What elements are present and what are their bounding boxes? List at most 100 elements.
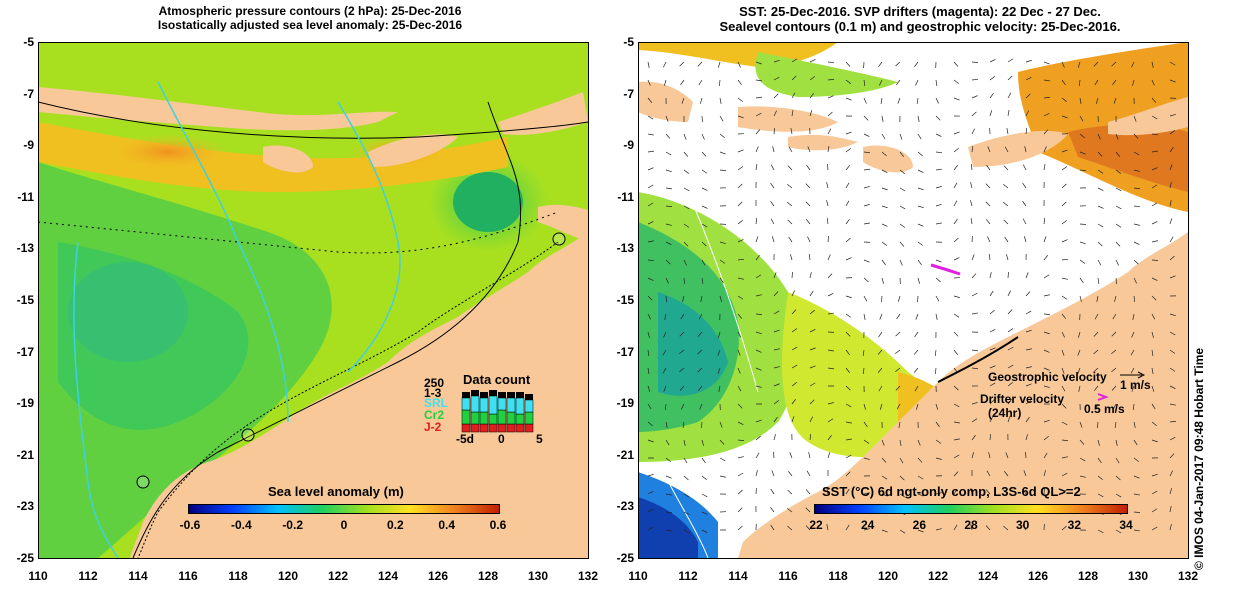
velocity-arrow [1061,183,1067,189]
velocity-arrow [863,222,870,225]
velocity-arrow [701,439,704,446]
velocity-arrow [1061,258,1069,261]
velocity-arrow [1007,75,1013,81]
velocity-arrow [805,525,811,531]
velocity-arrow [985,525,991,531]
velocity-arrow [680,79,685,86]
velocity-arrow [806,219,811,225]
velocity-arrow [1093,367,1099,373]
velocity-arrow [806,470,811,477]
velocity-arrow [863,115,869,121]
velocity-arrow [953,131,960,135]
velocity-arrow [1025,60,1032,63]
velocity-arrow [701,493,708,498]
velocity-arrow [1043,367,1050,371]
velocity-arrow [755,79,762,82]
velocity-arrow [773,127,775,135]
velocity-arrow [1133,187,1140,190]
velocity-arrow [737,115,744,119]
velocity-arrow [1130,349,1135,356]
velocity-arrow [917,151,923,157]
velocity-arrow [665,115,669,122]
velocity-arrow [791,290,795,297]
sst-ylabel: -13 [616,241,634,256]
velocity-arrow [1151,97,1157,103]
velocity-arrow [1151,331,1154,338]
sla-xlabel: 114 [128,569,148,583]
velocity-arrow [737,201,743,207]
velocity-arrow [1043,218,1046,225]
velocity-arrow [1025,310,1032,315]
colorbar-tick: 32 [1067,518,1081,532]
velocity-arrow [1043,164,1046,171]
velocity-arrow [788,146,793,153]
data-count-x-right: 5 [536,432,543,446]
velocity-arrow [1025,400,1032,405]
velocity-arrow [772,146,775,153]
colorbar-tick: 34 [1119,518,1133,532]
velocity-arrow [755,217,758,225]
velocity-arrow [989,328,996,333]
velocity-arrow [718,331,721,338]
velocity-arrow [737,456,744,459]
velocity-arrow [664,403,667,410]
sst-colorbar-title: SST (°C) 6d ngt-only comp, L3S-6d QL>=2 [822,484,1081,499]
velocity-arrow [679,367,685,373]
colorbar-tick: 28 [964,518,978,532]
velocity-arrow [845,295,852,299]
velocity-arrow [953,257,960,261]
velocity-arrow [935,115,941,121]
sst-colorbar [814,504,1128,514]
velocity-arrow [1169,164,1173,171]
velocity-arrow [1043,313,1051,315]
velocity-arrow [917,493,924,497]
velocity-arrow [719,421,723,428]
velocity-arrow [826,524,829,531]
velocity-arrow [1169,436,1176,441]
velocity-arrow [879,403,883,410]
velocity-arrow [989,399,995,405]
velocity-arrow [899,493,906,498]
velocity-arrow [665,259,671,265]
velocity-arrow [679,349,685,355]
velocity-arrow [808,452,811,459]
velocity-arrow [683,133,687,140]
velocity-arrow [1043,96,1050,99]
velocity-arrow [1077,349,1081,356]
velocity-arrow [1097,475,1103,481]
velocity-arrow [863,79,866,86]
velocity-arrow [755,129,761,135]
velocity-arrow [1096,295,1099,302]
velocity-arrow [1115,439,1118,446]
series-label-srl: SRL [424,396,448,410]
velocity-arrow [1115,133,1119,140]
sla-xlabel: 124 [377,569,399,583]
velocity-arrow [1022,524,1027,531]
velocity-arrow [826,218,829,225]
sla-ylabel: -7 [23,86,34,101]
velocity-arrow [805,489,811,495]
velocity-arrow [1130,367,1135,374]
velocity-arrow [827,128,832,135]
velocity-arrow [971,78,979,81]
sst-xlabel: 128 [1077,569,1099,583]
velocity-arrow [770,524,775,531]
velocity-arrow [881,241,888,246]
velocity-arrow [1061,61,1065,68]
velocity-arrow [665,223,672,226]
sst-xlabel: 112 [678,569,698,583]
velocity-arrow [827,292,834,297]
velocity-arrow [953,438,960,441]
velocity-arrow [647,367,650,374]
sst-ylabel: -17 [616,344,634,359]
velocity-arrow [845,471,851,477]
velocity-arrow [1169,367,1176,372]
velocity-arrow [771,236,775,243]
velocity-arrow [701,223,708,228]
velocity-arrow [791,271,793,279]
velocity-arrow [1133,493,1140,496]
velocity-arrow [1061,166,1068,171]
velocity-arrow [953,200,958,207]
velocity-arrow [1061,313,1067,319]
velocity-arrow [953,313,960,318]
